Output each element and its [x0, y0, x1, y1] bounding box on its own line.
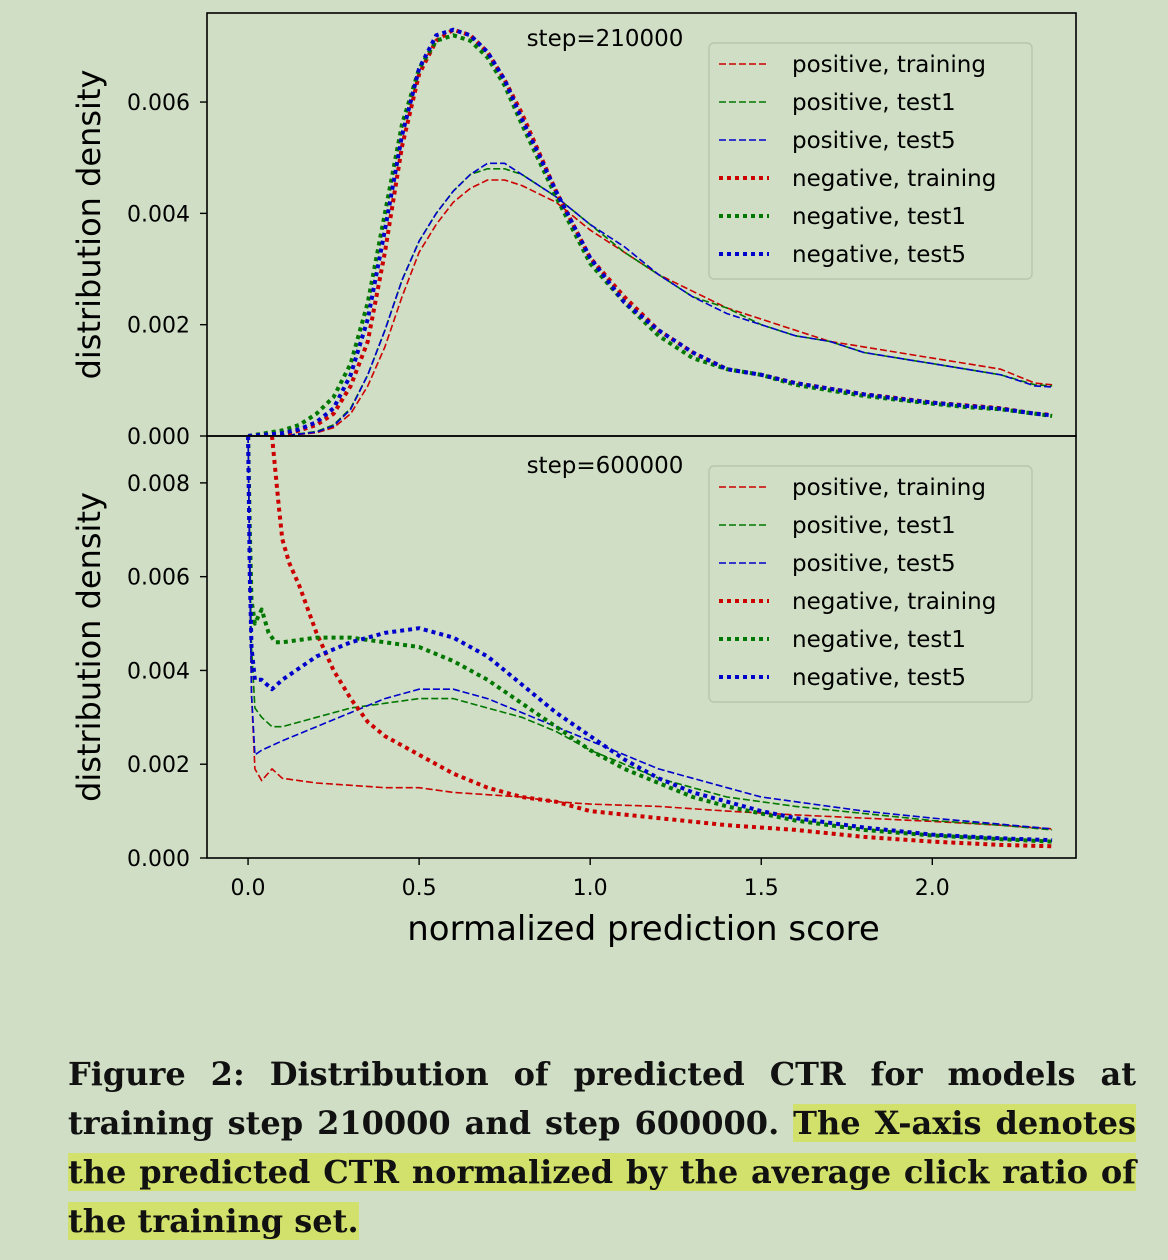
legend-item-label: positive, training [792, 475, 986, 501]
legend-item-label: positive, test1 [792, 513, 956, 539]
caption-text: Distribution of predicted CTR for models… [68, 1055, 1137, 1142]
legend-item-label: positive, test5 [792, 128, 956, 154]
legend-item-label: negative, training [792, 166, 996, 192]
panel-2: 0.000 0.002 0.004 0.006 0.008 0.0 0.5 1.0 1.5 2.0… [70, 435, 1077, 949]
series-line-3 [247, 436, 1053, 830]
figure-caption: Figure 2: Distribution of predicted CTR … [68, 1050, 1136, 1246]
legend-item-label: negative, test1 [792, 627, 966, 653]
legend-item-label: positive, test5 [792, 551, 956, 577]
legend: positive, training positive, test1 positiv… [708, 465, 1033, 703]
y-tick-label: 0.006 [127, 566, 190, 591]
y-tick-label: 0.000 [127, 847, 190, 872]
plot-area [247, 27, 1053, 436]
y-tick-label: 0.002 [127, 753, 190, 778]
series-line-2 [247, 436, 1053, 831]
y-axis-label: distribution density [70, 492, 108, 802]
x-tick-label: 1.5 [744, 876, 779, 901]
series-line-4 [248, 27, 1053, 436]
y-tick-label: 0.006 [127, 91, 190, 116]
step-annotation: step=210000 [527, 26, 684, 52]
legend: positive, training positive, test1 positiv… [708, 42, 1033, 280]
series-line-5 [246, 436, 1053, 844]
plot-area [246, 436, 1053, 849]
figure: 0.000 0.002 0.004 0.006 distribution density… [70, 12, 1077, 949]
y-axis-label: distribution density [70, 70, 108, 380]
series-line-1 [248, 179, 1053, 436]
caption-label: Figure 2: [68, 1055, 245, 1093]
legend-item-label: positive, test1 [792, 90, 956, 116]
series-line-3 [248, 162, 1053, 436]
series-line-6 [246, 436, 1053, 843]
series-line-5 [247, 33, 1053, 436]
y-tick-label: 0.000 [127, 425, 190, 450]
legend-item-label: negative, training [792, 589, 996, 615]
y-tick-label: 0.008 [127, 472, 190, 497]
y-tick-label: 0.004 [127, 202, 190, 227]
series-line-6 [247, 27, 1053, 436]
series-line-1 [247, 436, 1053, 830]
legend-item-label: negative, test1 [792, 204, 966, 230]
x-tick-label: 2.0 [915, 876, 950, 901]
y-tick-label: 0.004 [127, 659, 190, 684]
legend-box [708, 465, 1033, 703]
x-axis-label: normalized prediction score [407, 909, 879, 949]
x-tick-label: 1.0 [573, 876, 608, 901]
legend-item-label: positive, training [792, 52, 986, 78]
plot-frame [206, 435, 1077, 859]
x-tick-label: 0.0 [231, 876, 266, 901]
legend-item-label: negative, test5 [792, 665, 966, 691]
x-tick-label: 0.5 [402, 876, 437, 901]
legend-box [708, 42, 1033, 280]
series-line-4 [270, 436, 1053, 849]
legend-item-label: negative, test5 [792, 242, 966, 268]
y-tick-label: 0.002 [127, 314, 190, 339]
step-annotation: step=600000 [527, 453, 684, 479]
panel-1: 0.000 0.002 0.004 0.006 distribution density… [70, 12, 1077, 450]
